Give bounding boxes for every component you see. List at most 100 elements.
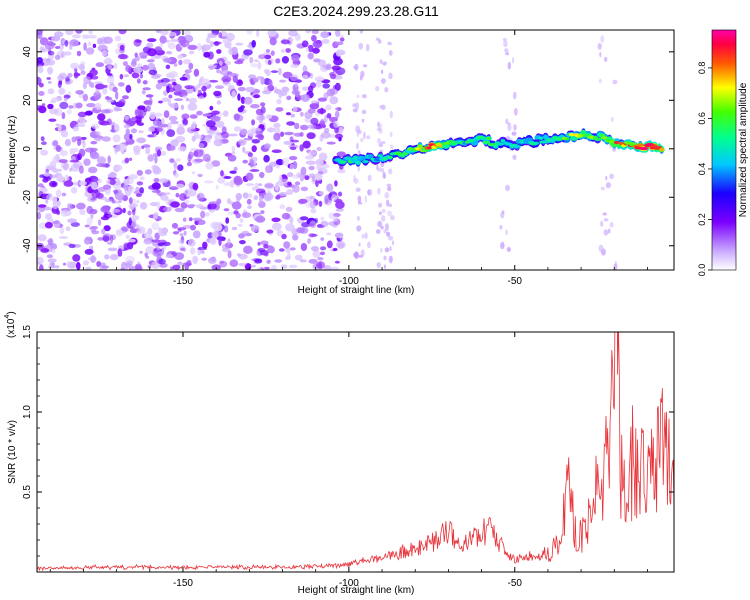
noise-blob	[89, 69, 98, 76]
noise-blob	[216, 100, 222, 105]
noise-blob	[339, 165, 344, 170]
noise-blob	[334, 260, 340, 264]
noise-blob	[88, 34, 97, 39]
noise-blob	[169, 103, 179, 109]
noise-blob	[63, 180, 74, 187]
noise-blob	[49, 262, 55, 266]
noise-blob	[286, 172, 294, 178]
noise-blob	[289, 163, 294, 170]
streak-blob	[388, 72, 393, 80]
noise-blob	[39, 37, 49, 46]
noise-blob	[148, 69, 158, 76]
noise-blob	[157, 242, 165, 247]
streak-blob	[505, 184, 510, 192]
streak-blob	[603, 218, 609, 222]
noise-blob	[329, 116, 338, 123]
ridge-blob	[539, 140, 548, 144]
streak-blob	[376, 127, 381, 131]
streak-blob	[358, 42, 364, 50]
streak-blob	[377, 121, 380, 128]
noise-blob	[254, 183, 260, 187]
noise-blob	[262, 90, 272, 95]
chart-title: C2E3.2024.299.23.28.G11	[273, 3, 439, 19]
noise-blob	[245, 183, 255, 187]
noise-blob	[209, 116, 214, 120]
noise-blob	[177, 123, 186, 128]
noise-blob	[299, 259, 307, 263]
noise-blob	[139, 73, 144, 79]
streak-blob	[377, 138, 381, 144]
noise-blob	[146, 42, 154, 48]
colorbar-tick-label: 0.4	[697, 163, 707, 176]
ridge-blob	[636, 143, 644, 147]
snr-panel: -150 -100 -50 0.5 1.0 1.5 Height of straight …	[4, 311, 675, 596]
noise-blob	[213, 41, 220, 47]
noise-blob	[129, 133, 133, 140]
noise-blob	[188, 50, 195, 55]
noise-blob	[228, 133, 238, 137]
noise-blob	[236, 58, 245, 62]
streak-blob	[390, 215, 395, 221]
noise-blob	[281, 48, 285, 53]
noise-blob	[231, 90, 237, 99]
noise-blob	[109, 254, 119, 261]
noise-blob	[90, 255, 96, 263]
noise-blob	[160, 30, 169, 36]
noise-blob	[101, 49, 108, 57]
noise-blob	[133, 191, 140, 194]
noise-blob	[288, 30, 298, 37]
noise-blob	[65, 226, 71, 232]
noise-blob	[299, 144, 304, 152]
noise-blob	[152, 250, 162, 257]
ridge-blob	[470, 141, 479, 145]
noise-blob	[169, 78, 177, 83]
noise-blob	[100, 265, 109, 269]
noise-blob	[183, 30, 191, 36]
noise-blob	[301, 94, 310, 102]
noise-blob	[154, 213, 159, 220]
noise-blob	[169, 158, 175, 164]
streak-blob	[501, 241, 505, 248]
noise-blob	[266, 229, 274, 234]
noise-blob	[59, 101, 69, 110]
noise-blob	[186, 259, 192, 267]
noise-blob	[37, 234, 47, 242]
streak-blob	[367, 174, 372, 182]
noise-blob	[205, 36, 211, 44]
noise-blob	[279, 90, 288, 96]
noise-blob	[170, 201, 180, 208]
streak-blob	[377, 220, 383, 228]
colorbar-label: Normalized spectral amplitude	[738, 82, 749, 217]
noise-blob	[249, 159, 255, 168]
noise-blob	[158, 100, 163, 104]
noise-blob	[111, 208, 121, 213]
noise-blob	[67, 91, 72, 96]
y-tick-label: 1.0	[22, 405, 33, 419]
noise-blob	[250, 225, 260, 233]
streak-blob	[362, 64, 368, 68]
noise-blob	[124, 263, 132, 269]
noise-blob	[133, 145, 141, 154]
noise-blob	[122, 61, 128, 67]
noise-blob	[285, 206, 293, 212]
streak-blob	[355, 187, 361, 192]
colorbar-tick-label: 0.6	[697, 112, 707, 125]
noise-blob	[82, 93, 89, 102]
noise-blob	[271, 222, 282, 231]
streak-blob	[384, 192, 390, 199]
noise-blob	[213, 139, 223, 147]
noise-blob	[193, 68, 200, 77]
noise-blob	[139, 176, 145, 181]
noise-blob	[179, 193, 187, 201]
noise-blob	[275, 58, 281, 64]
noise-blob	[147, 134, 156, 138]
colorbar-gradient	[712, 30, 736, 270]
noise-blob	[227, 211, 235, 216]
noise-blob	[61, 112, 66, 120]
noise-blob	[259, 195, 263, 204]
noise-blob	[125, 84, 132, 93]
noise-blob	[172, 81, 177, 86]
noise-blob	[263, 244, 269, 249]
streak-blob	[605, 182, 612, 189]
noise-blob	[243, 137, 254, 141]
